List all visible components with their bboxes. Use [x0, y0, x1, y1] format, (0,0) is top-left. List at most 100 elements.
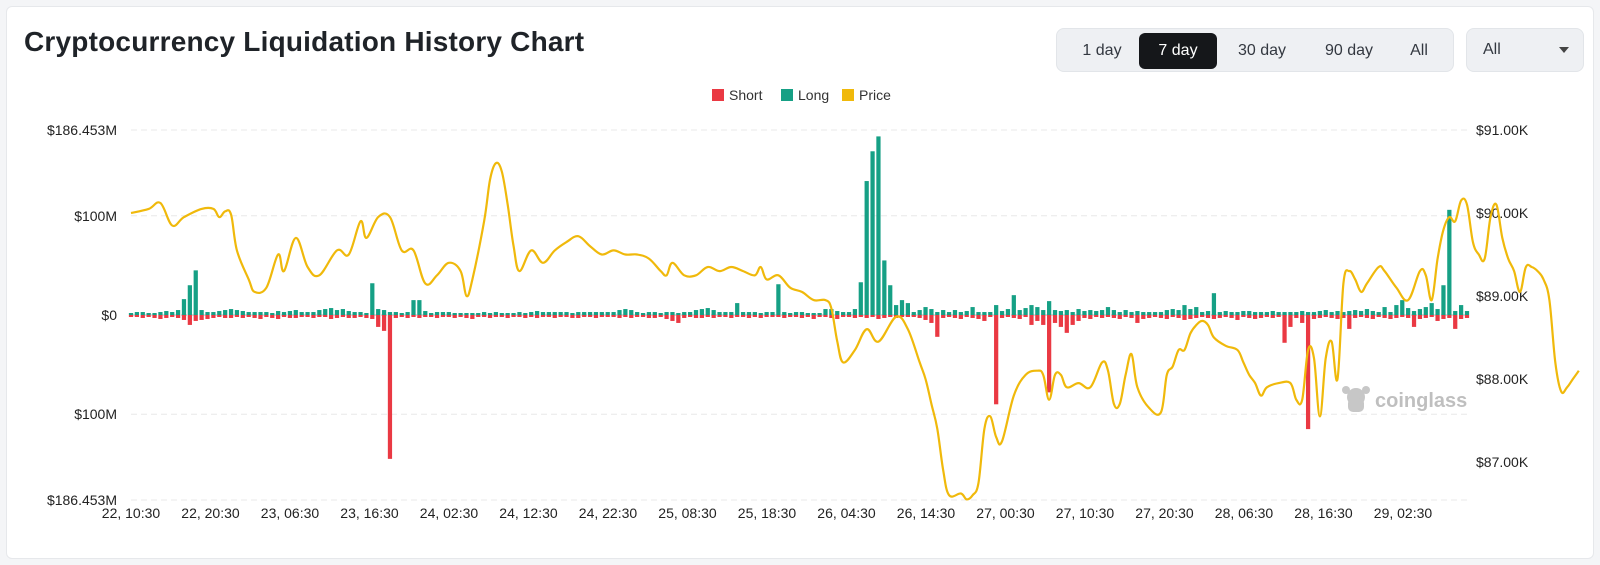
short-bar [1429, 315, 1434, 317]
long-bar [970, 307, 975, 315]
long-bar [729, 312, 734, 315]
long-bar [340, 309, 345, 315]
short-bar [711, 315, 716, 318]
chart-card [6, 6, 1594, 559]
short-bar [217, 315, 222, 317]
short-bar [1164, 315, 1169, 319]
short-bar [593, 315, 599, 318]
long-bar [170, 312, 175, 315]
short-bar [1099, 315, 1105, 318]
long-bar [823, 309, 828, 315]
long-bar [864, 181, 869, 315]
short-bar [705, 315, 710, 317]
short-bar [1211, 315, 1217, 319]
short-bar [1282, 315, 1287, 343]
long-bar [1158, 312, 1164, 315]
short-bar [1347, 315, 1352, 329]
long-bar [164, 311, 169, 315]
short-bar [729, 315, 734, 318]
long-bar [1052, 310, 1058, 315]
long-bar [1276, 312, 1281, 315]
long-bar [158, 312, 163, 315]
short-bar [446, 315, 451, 317]
range-button-90-day[interactable]: 90 day [1324, 42, 1374, 59]
legend-swatch [781, 89, 793, 101]
short-bar [923, 315, 928, 320]
coinglass-logo-icon [1342, 386, 1370, 412]
short-bar [587, 315, 593, 317]
long-bar [499, 313, 504, 315]
short-bar [952, 315, 958, 318]
long-bar [1170, 309, 1175, 315]
short-bar [882, 315, 887, 318]
short-bar [534, 315, 540, 318]
short-bar [1247, 315, 1252, 318]
long-bar [735, 303, 740, 315]
legend-label: Price [859, 87, 891, 103]
short-bar [623, 315, 628, 317]
range-button-1-day[interactable]: 1 day [1082, 42, 1122, 59]
long-bar [576, 312, 581, 315]
short-bar [576, 315, 581, 318]
long-bar [670, 312, 675, 315]
short-bar [1047, 315, 1052, 393]
long-bar [440, 312, 446, 315]
short-bar [805, 315, 810, 317]
long-bar [723, 312, 728, 315]
x-tick-label: 27, 20:30 [1135, 505, 1194, 521]
long-bar [1423, 307, 1428, 315]
long-bar [717, 312, 722, 315]
y-left-tick-label: $100M [74, 208, 117, 224]
short-bar [1253, 315, 1258, 319]
short-bar [1188, 315, 1193, 319]
coin-select[interactable]: All [1466, 28, 1584, 72]
long-bar [1241, 311, 1246, 315]
long-bar [464, 313, 469, 315]
long-bar [764, 312, 769, 315]
short-bar [1111, 315, 1116, 318]
short-bar [146, 315, 151, 317]
short-bar [1170, 315, 1175, 317]
long-bar [740, 312, 746, 315]
short-bar [1435, 315, 1440, 321]
short-bar [817, 315, 822, 317]
x-tick-label: 28, 06:30 [1215, 505, 1274, 521]
y-right-tick-label: $87.00K [1476, 454, 1529, 470]
x-tick-label: 26, 14:30 [897, 505, 956, 521]
range-button-7-day[interactable]: 7 day [1139, 33, 1217, 69]
short-bar [1094, 315, 1099, 317]
long-bar [1388, 312, 1393, 315]
long-bar [746, 312, 752, 315]
long-bar [146, 313, 151, 315]
short-bar [1300, 315, 1305, 323]
short-bar [740, 315, 746, 317]
long-bar [570, 313, 575, 315]
short-bar [1382, 315, 1387, 318]
short-bar [676, 315, 681, 323]
coin-select-value: All [1483, 41, 1501, 58]
long-bar [470, 313, 475, 315]
long-bar [134, 312, 140, 315]
short-bar [970, 315, 975, 318]
long-bar [193, 270, 198, 315]
long-bar [888, 285, 893, 315]
range-button-30-day[interactable]: 30 day [1237, 42, 1287, 59]
short-bar [899, 315, 905, 317]
long-bar [1294, 312, 1299, 315]
long-bar [635, 312, 640, 315]
short-bar [440, 315, 446, 317]
long-bar [958, 312, 963, 315]
long-bar [223, 310, 228, 315]
long-bar [552, 312, 557, 315]
short-bar [564, 315, 569, 317]
long-bar [682, 312, 687, 315]
long-bar [1253, 312, 1258, 315]
long-bar [870, 151, 875, 315]
range-button-all[interactable]: All [1410, 42, 1428, 59]
short-bar [434, 315, 440, 318]
long-bar [1235, 312, 1240, 315]
short-bar [1029, 315, 1034, 325]
x-tick-label: 25, 18:30 [738, 505, 797, 521]
long-bar [1406, 308, 1411, 315]
short-bar [493, 315, 499, 317]
